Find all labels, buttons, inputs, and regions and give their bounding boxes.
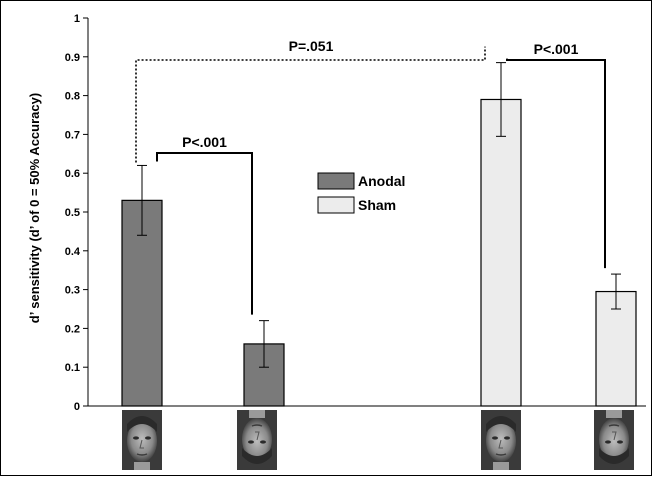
upright-face-image-anodal	[121, 409, 163, 471]
y-tick-label: 0.6	[65, 168, 80, 180]
legend-swatch-anodal	[317, 172, 355, 190]
legend: Anodal Sham	[317, 172, 405, 214]
significance-brackets: P<.001 P<.001 P=.051	[135, 38, 606, 315]
y-tick-label: 0	[74, 401, 80, 413]
y-tick-label: 0.9	[65, 52, 80, 64]
inverted-face-image-sham	[593, 409, 635, 471]
y-axis-title: d’ sensitivity (d’ of 0 = 50% Accuracy)	[27, 93, 42, 323]
inverted-face-image-anodal	[236, 409, 278, 471]
y-tick-label: 0.3	[65, 285, 80, 297]
stimulus-images	[121, 409, 635, 471]
legend-label-anodal: Anodal	[358, 173, 405, 189]
y-tick-label: 0.7	[65, 129, 80, 141]
y-tick-label: 0.1	[65, 362, 80, 374]
upright-face-image-sham	[480, 409, 522, 471]
bar-sham-upright	[480, 98, 522, 407]
bracket-upright-comparison-label: P=.051	[289, 38, 334, 54]
bar-group	[121, 62, 637, 407]
y-tick-label: 0.2	[65, 323, 80, 335]
y-tick-group: 0 0.1 0.2 0.3 0.4 0.5 0.6 0.7 0.8 0.9 1	[65, 13, 88, 413]
legend-label-sham: Sham	[358, 197, 396, 213]
bracket-sham-label: P<.001	[534, 41, 579, 57]
y-tick-label: 0.4	[65, 246, 81, 258]
bar-anodal-upright	[121, 199, 163, 407]
y-tick-label: 0.5	[65, 207, 80, 219]
bar-sham-inverted	[595, 290, 637, 407]
y-tick-label: 0.8	[65, 91, 80, 103]
bracket-upright-comparison	[135, 46, 486, 163]
bracket-sham	[506, 58, 606, 269]
bracket-anodal-label: P<.001	[182, 134, 227, 150]
y-tick-label: 1	[74, 13, 80, 25]
bracket-anodal	[156, 152, 253, 315]
legend-swatch-sham	[317, 196, 355, 214]
